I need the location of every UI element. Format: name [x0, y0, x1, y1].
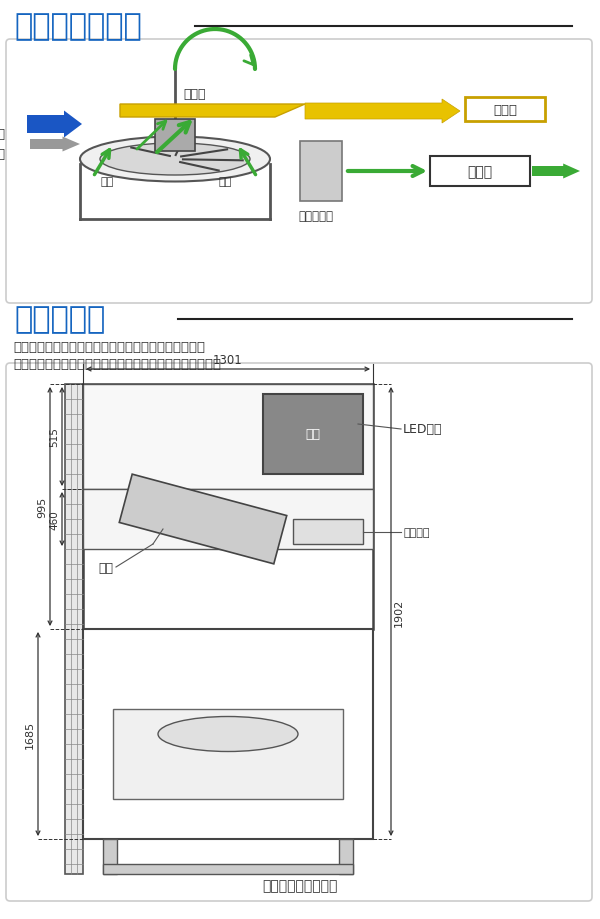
- Text: 995: 995: [37, 496, 47, 517]
- FancyBboxPatch shape: [6, 40, 592, 303]
- Text: 1685: 1685: [25, 720, 35, 748]
- Ellipse shape: [80, 137, 270, 182]
- Bar: [103, 839, 117, 874]
- Polygon shape: [532, 165, 580, 179]
- Text: 1902: 1902: [394, 597, 404, 626]
- Text: 复合油烟净化一体机支持自带风机低空直排室内安装和: 复合油烟净化一体机支持自带风机低空直排室内安装和: [13, 341, 205, 354]
- Text: 接油盘: 接油盘: [184, 88, 206, 101]
- Polygon shape: [27, 111, 82, 139]
- Bar: [263, 394, 363, 474]
- Bar: [65, 384, 83, 874]
- Text: 安装示意图: 安装示意图: [14, 305, 105, 335]
- Text: 515: 515: [49, 427, 59, 447]
- Bar: [83, 490, 373, 550]
- Bar: [83, 384, 373, 490]
- Text: 净化原理示意图: 净化原理示意图: [14, 13, 142, 41]
- Text: 控制面板: 控制面板: [403, 528, 430, 538]
- Bar: [430, 157, 530, 187]
- Bar: [103, 864, 353, 874]
- Bar: [83, 630, 373, 839]
- Bar: [293, 519, 363, 544]
- Text: 排风机: 排风机: [467, 165, 493, 179]
- Polygon shape: [120, 105, 305, 118]
- Text: 前后、左右出风安装: 前后、左右出风安装: [262, 878, 338, 892]
- Text: LED射灯: LED射灯: [403, 423, 443, 436]
- Polygon shape: [119, 474, 287, 564]
- Ellipse shape: [158, 717, 298, 752]
- Text: 拦油: 拦油: [100, 176, 113, 187]
- Bar: [155, 119, 195, 152]
- Text: 油网: 油网: [98, 561, 113, 573]
- Bar: [465, 98, 545, 122]
- Text: 电箱: 电箱: [305, 428, 320, 441]
- Bar: [113, 709, 343, 800]
- Text: 费油: 费油: [0, 148, 5, 162]
- Text: 接油盒: 接油盒: [493, 103, 517, 117]
- Bar: [339, 839, 353, 874]
- FancyBboxPatch shape: [6, 364, 592, 901]
- Text: 拦油: 拦油: [218, 176, 232, 187]
- Polygon shape: [305, 100, 460, 124]
- Text: 室内外风柜连接两种安装模式，自带风机低空直排室内安装: 室内外风柜连接两种安装模式，自带风机低空直排室内安装: [13, 357, 221, 370]
- Text: 460: 460: [49, 509, 59, 529]
- Text: 1301: 1301: [213, 354, 243, 367]
- Polygon shape: [30, 137, 80, 153]
- Text: 高效除烟箱: 高效除烟箱: [298, 210, 333, 222]
- Text: 油烟: 油烟: [0, 129, 5, 142]
- Bar: [83, 384, 373, 630]
- Bar: [300, 142, 342, 202]
- Ellipse shape: [100, 144, 250, 176]
